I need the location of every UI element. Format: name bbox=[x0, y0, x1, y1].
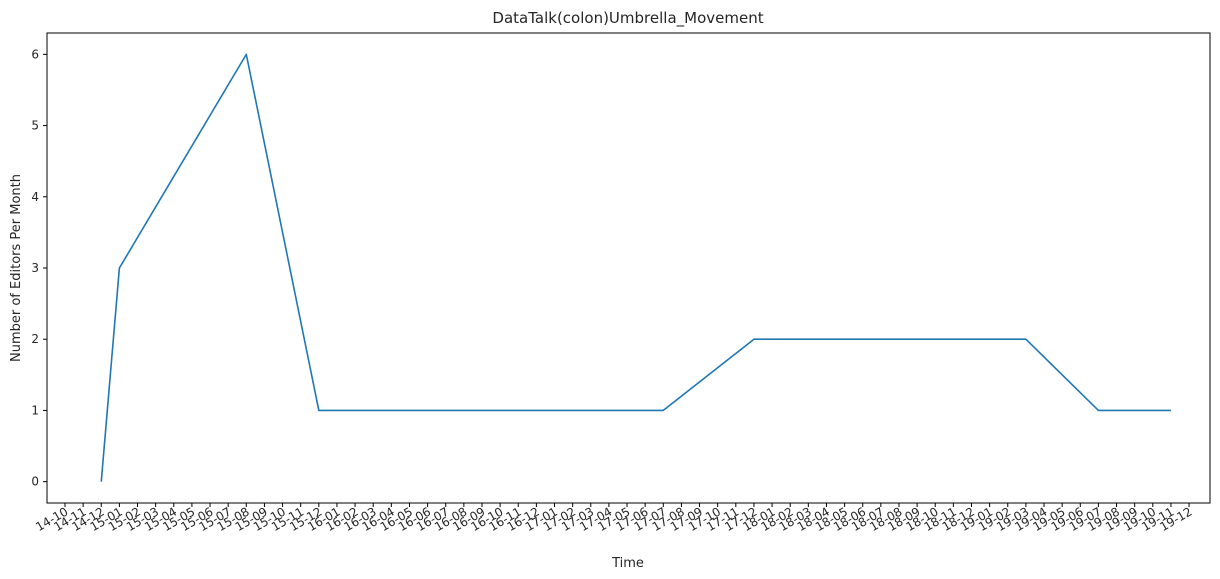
x-axis: 14-1014-1114-1215-0115-0215-0315-0415-05… bbox=[33, 503, 1195, 534]
y-tick-label: 1 bbox=[31, 403, 39, 417]
series-layer bbox=[100, 53, 1171, 482]
y-tick-label: 6 bbox=[31, 47, 39, 61]
x-axis-label: Time bbox=[611, 556, 644, 571]
series-line bbox=[100, 53, 1171, 482]
plot-area bbox=[46, 32, 1211, 504]
y-axis: 0 1 2 3 4 5 6 bbox=[31, 47, 47, 489]
y-tick-label: 5 bbox=[31, 119, 39, 133]
y-tick-label: 3 bbox=[31, 261, 39, 275]
y-tick-label: 4 bbox=[31, 190, 39, 204]
chart-title: DataTalk(colon)Umbrella_Movement bbox=[492, 9, 763, 28]
y-tick-label: 0 bbox=[31, 475, 39, 489]
y-tick-label: 2 bbox=[31, 332, 39, 346]
y-axis-label: Number of Editors Per Month bbox=[9, 174, 24, 362]
